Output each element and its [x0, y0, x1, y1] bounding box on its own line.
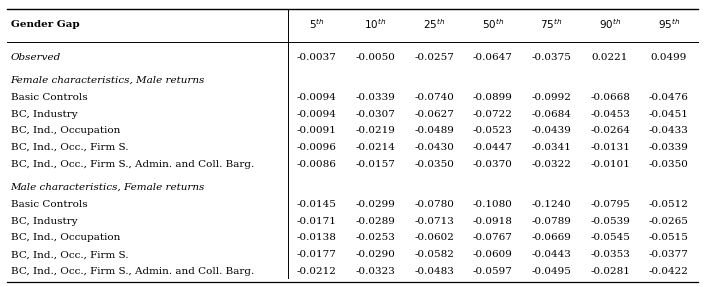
Text: -0.0145: -0.0145: [297, 200, 337, 209]
Text: -0.0647: -0.0647: [473, 53, 513, 62]
Text: -0.0495: -0.0495: [532, 267, 571, 276]
Text: BC, Industry: BC, Industry: [11, 110, 78, 119]
Text: Gender Gap: Gender Gap: [11, 20, 79, 29]
Text: -0.0138: -0.0138: [297, 233, 337, 243]
Text: BC, Ind., Occ., Firm S., Admin. and Coll. Barg.: BC, Ind., Occ., Firm S., Admin. and Coll…: [11, 267, 254, 276]
Text: -0.0545: -0.0545: [590, 233, 630, 243]
Text: -0.0094: -0.0094: [297, 93, 337, 102]
Text: -0.0094: -0.0094: [297, 110, 337, 119]
Text: -0.0433: -0.0433: [649, 126, 689, 135]
Text: -0.0515: -0.0515: [649, 233, 689, 243]
Text: -0.0214: -0.0214: [355, 143, 396, 152]
Text: -0.0795: -0.0795: [590, 200, 630, 209]
Text: -0.0713: -0.0713: [415, 217, 454, 226]
Text: -0.0350: -0.0350: [415, 160, 454, 169]
Text: -0.0341: -0.0341: [532, 143, 571, 152]
Text: Observed: Observed: [11, 53, 61, 62]
Text: -0.0539: -0.0539: [590, 217, 630, 226]
Text: -0.0157: -0.0157: [355, 160, 396, 169]
Text: -0.0177: -0.0177: [297, 250, 337, 259]
Text: BC, Ind., Occ., Firm S., Admin. and Coll. Barg.: BC, Ind., Occ., Firm S., Admin. and Coll…: [11, 160, 254, 169]
Text: -0.0257: -0.0257: [415, 53, 454, 62]
Text: -0.0609: -0.0609: [473, 250, 513, 259]
Text: -0.0439: -0.0439: [532, 126, 571, 135]
Text: -0.0377: -0.0377: [649, 250, 689, 259]
Text: -0.0789: -0.0789: [532, 217, 571, 226]
Text: 0.0499: 0.0499: [651, 53, 687, 62]
Text: -0.0918: -0.0918: [473, 217, 513, 226]
Text: $90^{th}$: $90^{th}$: [599, 18, 621, 31]
Text: -0.0265: -0.0265: [649, 217, 689, 226]
Text: -0.0307: -0.0307: [355, 110, 396, 119]
Text: Female characteristics, Male returns: Female characteristics, Male returns: [11, 76, 205, 85]
Text: Male characteristics, Female returns: Male characteristics, Female returns: [11, 183, 205, 192]
Text: -0.0447: -0.0447: [473, 143, 513, 152]
Text: -0.0627: -0.0627: [415, 110, 454, 119]
Text: -0.0375: -0.0375: [532, 53, 571, 62]
Text: -0.0992: -0.0992: [532, 93, 571, 102]
Text: -0.0767: -0.0767: [473, 233, 513, 243]
Text: -0.0086: -0.0086: [297, 160, 337, 169]
Text: -0.0339: -0.0339: [355, 93, 396, 102]
Text: $95^{th}$: $95^{th}$: [658, 18, 680, 31]
Text: -0.0353: -0.0353: [590, 250, 630, 259]
Text: -0.0171: -0.0171: [297, 217, 337, 226]
Text: -0.0281: -0.0281: [590, 267, 630, 276]
Text: -0.1080: -0.1080: [473, 200, 513, 209]
Text: 0.0221: 0.0221: [591, 53, 628, 62]
Text: -0.0512: -0.0512: [649, 200, 689, 209]
Text: -0.0453: -0.0453: [590, 110, 630, 119]
Text: -0.0299: -0.0299: [355, 200, 396, 209]
Text: Basic Controls: Basic Controls: [11, 93, 87, 102]
Text: -0.0483: -0.0483: [415, 267, 454, 276]
Text: -0.0523: -0.0523: [473, 126, 513, 135]
Text: -0.0370: -0.0370: [473, 160, 513, 169]
Text: -0.0212: -0.0212: [297, 267, 337, 276]
Text: -0.0323: -0.0323: [355, 267, 396, 276]
Text: BC, Industry: BC, Industry: [11, 217, 78, 226]
Text: -0.0091: -0.0091: [297, 126, 337, 135]
Text: -0.0253: -0.0253: [355, 233, 396, 243]
Text: BC, Ind., Occ., Firm S.: BC, Ind., Occ., Firm S.: [11, 143, 128, 152]
Text: BC, Ind., Occupation: BC, Ind., Occupation: [11, 233, 120, 243]
Text: -0.0264: -0.0264: [590, 126, 630, 135]
Text: Basic Controls: Basic Controls: [11, 200, 87, 209]
Text: -0.0740: -0.0740: [415, 93, 454, 102]
Text: -0.0476: -0.0476: [649, 93, 689, 102]
Text: -0.0350: -0.0350: [649, 160, 689, 169]
Text: -0.0430: -0.0430: [415, 143, 454, 152]
Text: -0.0037: -0.0037: [297, 53, 337, 62]
Text: -0.0339: -0.0339: [649, 143, 689, 152]
Text: BC, Ind., Occ., Firm S.: BC, Ind., Occ., Firm S.: [11, 250, 128, 259]
Text: $75^{th}$: $75^{th}$: [540, 18, 563, 31]
Text: -0.0602: -0.0602: [415, 233, 454, 243]
Text: -0.0050: -0.0050: [355, 53, 396, 62]
Text: -0.0899: -0.0899: [473, 93, 513, 102]
Text: -0.0722: -0.0722: [473, 110, 513, 119]
Text: -0.0101: -0.0101: [590, 160, 630, 169]
Text: -0.0582: -0.0582: [415, 250, 454, 259]
Text: -0.0290: -0.0290: [355, 250, 396, 259]
Text: -0.0443: -0.0443: [532, 250, 571, 259]
Text: $50^{th}$: $50^{th}$: [482, 18, 504, 31]
Text: -0.0597: -0.0597: [473, 267, 513, 276]
Text: -0.0322: -0.0322: [532, 160, 571, 169]
Text: $25^{th}$: $25^{th}$: [423, 18, 446, 31]
Text: -0.1240: -0.1240: [532, 200, 571, 209]
Text: -0.0668: -0.0668: [590, 93, 630, 102]
Text: -0.0684: -0.0684: [532, 110, 571, 119]
Text: -0.0669: -0.0669: [532, 233, 571, 243]
Text: -0.0489: -0.0489: [415, 126, 454, 135]
Text: $5^{th}$: $5^{th}$: [309, 18, 325, 31]
Text: -0.0451: -0.0451: [649, 110, 689, 119]
Text: BC, Ind., Occupation: BC, Ind., Occupation: [11, 126, 120, 135]
Text: $10^{th}$: $10^{th}$: [364, 18, 387, 31]
Text: -0.0219: -0.0219: [355, 126, 396, 135]
Text: -0.0131: -0.0131: [590, 143, 630, 152]
Text: -0.0422: -0.0422: [649, 267, 689, 276]
Text: -0.0096: -0.0096: [297, 143, 337, 152]
Text: -0.0780: -0.0780: [415, 200, 454, 209]
Text: -0.0289: -0.0289: [355, 217, 396, 226]
